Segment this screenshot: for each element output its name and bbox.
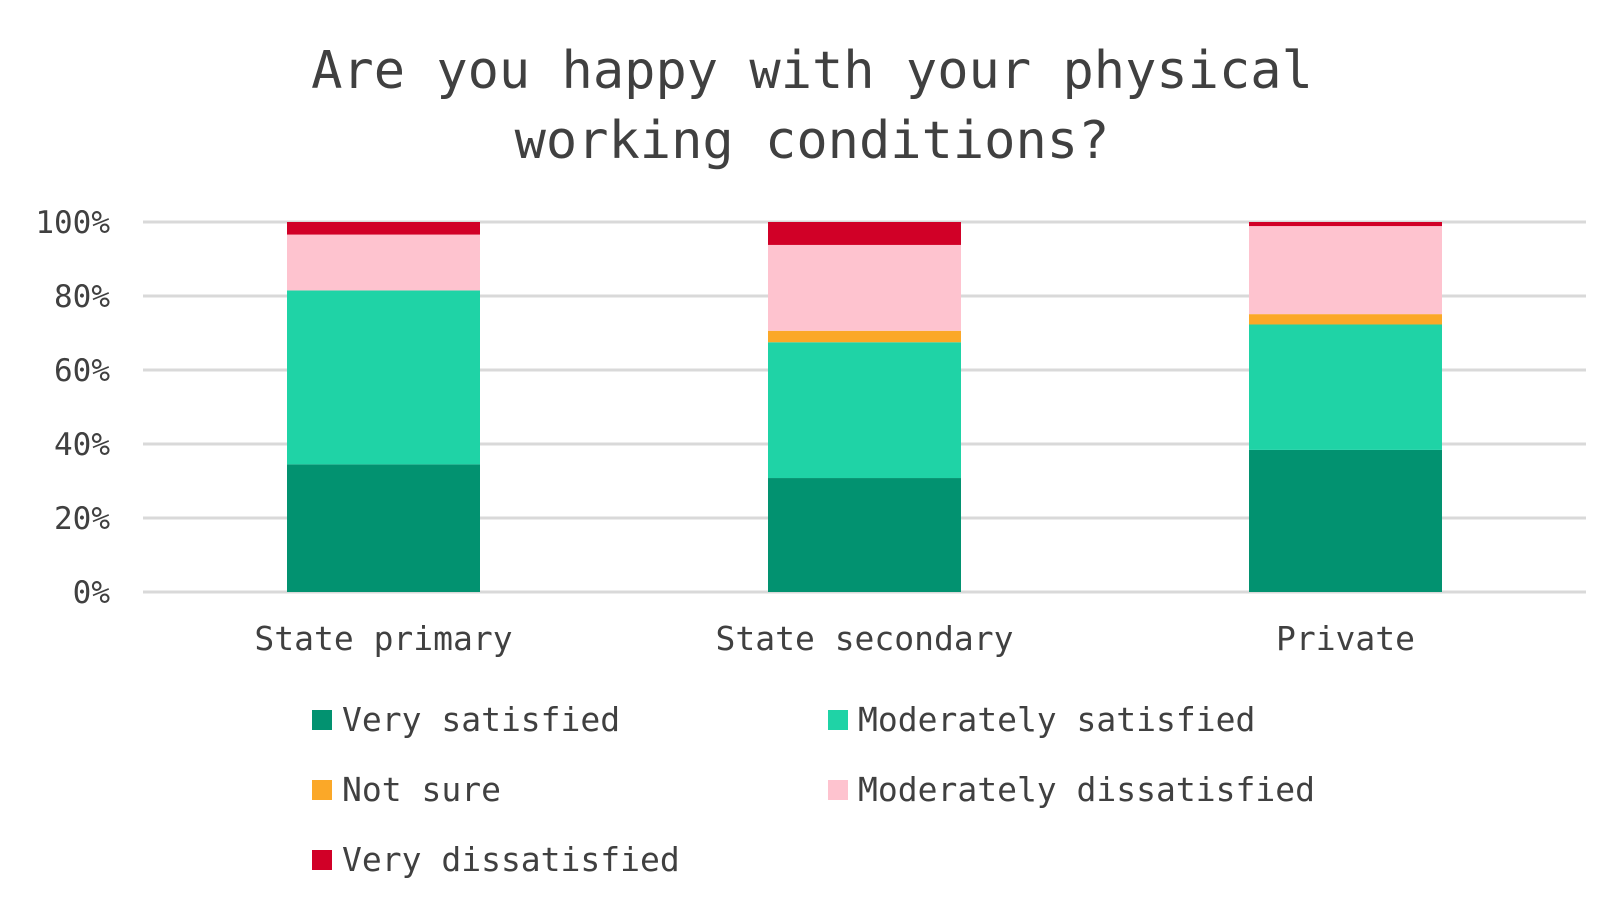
y-tick-label: 100% — [35, 205, 110, 241]
legend-swatch — [312, 709, 332, 730]
bar-segment-moderately-dissatisfied — [768, 244, 961, 331]
legend-item: Moderately dissatisfied — [828, 770, 1315, 809]
bar-segment-moderately-satisfied — [287, 290, 480, 465]
y-tick-label: 0% — [73, 575, 111, 611]
y-tick-label: 40% — [54, 427, 110, 463]
y-tick-label: 20% — [54, 501, 110, 537]
legend-swatch — [312, 849, 332, 870]
x-tick-label: State secondary — [715, 619, 1013, 658]
legend-item: Very dissatisfied — [312, 840, 680, 879]
legend-label: Moderately satisfied — [858, 700, 1256, 739]
legend-label: Moderately dissatisfied — [858, 770, 1315, 809]
legend-item: Very satisfied — [312, 700, 620, 739]
bar-segment-not-sure — [1249, 314, 1442, 325]
legend-label: Very satisfied — [342, 700, 621, 739]
x-tick-label: State primary — [254, 619, 512, 658]
y-tick-label: 80% — [54, 279, 110, 315]
legend-item: Not sure — [312, 770, 501, 809]
bar-segment-moderately-dissatisfied — [287, 234, 480, 291]
bar-segment-moderately-satisfied — [768, 342, 961, 479]
bar-segment-moderately-dissatisfied — [1249, 226, 1442, 315]
x-tick-label: Private — [1276, 619, 1415, 658]
y-tick-label: 60% — [54, 353, 110, 389]
legend-label: Not sure — [342, 770, 501, 809]
bar-segment-very-dissatisfied — [768, 222, 961, 245]
legend-label: Very dissatisfied — [342, 840, 680, 879]
bar-segment-very-dissatisfied — [1249, 222, 1442, 227]
chart-title: Are you happy with your physical working… — [0, 36, 1624, 176]
legend-item: Moderately satisfied — [828, 700, 1255, 739]
bar-segment-moderately-satisfied — [1249, 324, 1442, 450]
bar-segment-very-satisfied — [287, 464, 480, 592]
bar-segment-very-dissatisfied — [287, 222, 480, 235]
bar-segment-not-sure — [768, 330, 961, 343]
legend-swatch — [312, 779, 332, 800]
legend-swatch — [828, 709, 848, 730]
bar-segment-very-satisfied — [1249, 449, 1442, 592]
legend-swatch — [828, 779, 848, 800]
chart-title-line-2: working conditions? — [514, 111, 1110, 171]
chart-title-line-1: Are you happy with your physical — [311, 41, 1313, 101]
bar-segment-very-satisfied — [768, 478, 961, 592]
